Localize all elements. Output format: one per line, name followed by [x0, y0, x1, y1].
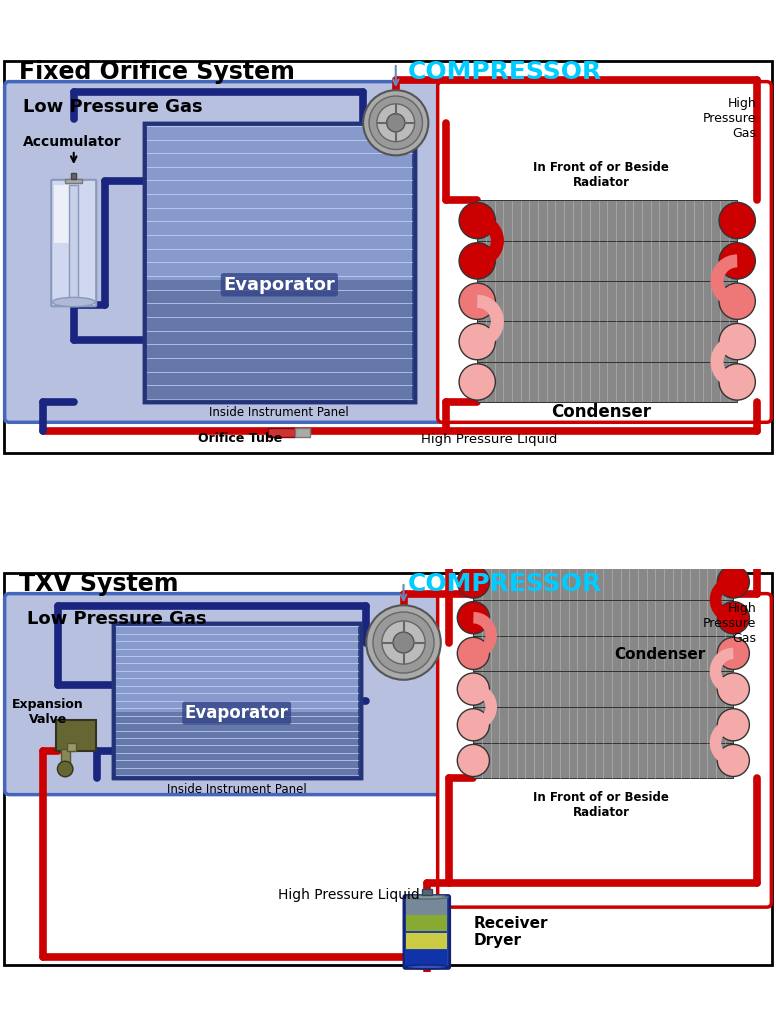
- Text: Inside Instrument Panel: Inside Instrument Panel: [167, 783, 307, 797]
- Circle shape: [717, 709, 750, 740]
- FancyBboxPatch shape: [438, 82, 771, 422]
- Ellipse shape: [406, 965, 449, 969]
- Circle shape: [393, 632, 414, 653]
- Bar: [407, 950, 447, 966]
- Bar: [144, 123, 415, 402]
- Text: Inside Instrument Panel: Inside Instrument Panel: [210, 406, 349, 419]
- Circle shape: [719, 364, 755, 400]
- Bar: [477, 361, 737, 402]
- Text: Condenser: Condenser: [614, 647, 705, 662]
- FancyBboxPatch shape: [5, 82, 447, 422]
- Bar: [477, 322, 737, 361]
- Circle shape: [459, 364, 495, 400]
- Text: High Pressure Liquid: High Pressure Liquid: [279, 888, 420, 902]
- Bar: [407, 915, 447, 931]
- Circle shape: [386, 114, 405, 132]
- Bar: [421, 889, 432, 895]
- Circle shape: [457, 673, 490, 706]
- Bar: [113, 624, 361, 778]
- Circle shape: [717, 744, 750, 776]
- Circle shape: [719, 283, 755, 319]
- Circle shape: [717, 673, 750, 706]
- FancyBboxPatch shape: [51, 180, 96, 306]
- Circle shape: [382, 621, 425, 665]
- Text: In Front of or Beside
Radiator: In Front of or Beside Radiator: [533, 792, 670, 819]
- FancyBboxPatch shape: [438, 594, 771, 907]
- Circle shape: [457, 566, 490, 598]
- Circle shape: [57, 761, 73, 777]
- Bar: [61, 749, 70, 763]
- Circle shape: [366, 605, 441, 680]
- Bar: [67, 743, 76, 752]
- Circle shape: [717, 602, 750, 634]
- Bar: [268, 428, 295, 437]
- Bar: [473, 742, 733, 778]
- Circle shape: [717, 637, 750, 670]
- Circle shape: [719, 324, 755, 359]
- Text: COMPRESSOR: COMPRESSOR: [407, 572, 601, 596]
- Circle shape: [459, 203, 495, 239]
- Text: High Pressure Liquid: High Pressure Liquid: [421, 433, 557, 445]
- Bar: [116, 712, 358, 775]
- Text: Low Pressure Gas: Low Pressure Gas: [23, 98, 203, 117]
- Text: Fixed Orifice System: Fixed Orifice System: [19, 60, 296, 84]
- Circle shape: [459, 243, 495, 280]
- Circle shape: [457, 637, 490, 670]
- Bar: [116, 627, 358, 712]
- Text: In Front of or Beside
Radiator: In Front of or Beside Radiator: [533, 161, 670, 188]
- Circle shape: [369, 96, 422, 150]
- Bar: [477, 201, 737, 241]
- Text: Evaporator: Evaporator: [223, 275, 335, 294]
- Text: Accumulator: Accumulator: [23, 135, 122, 150]
- Bar: [147, 280, 412, 399]
- Circle shape: [377, 103, 414, 141]
- Text: Evaporator: Evaporator: [185, 705, 289, 722]
- Bar: [473, 672, 733, 707]
- Circle shape: [457, 709, 490, 740]
- Ellipse shape: [52, 297, 95, 306]
- Bar: [295, 428, 310, 437]
- Bar: [113, 624, 361, 778]
- Circle shape: [373, 612, 434, 673]
- Text: Low Pressure Gas: Low Pressure Gas: [27, 610, 206, 629]
- FancyBboxPatch shape: [404, 896, 450, 969]
- FancyBboxPatch shape: [5, 594, 447, 795]
- Bar: [407, 898, 447, 914]
- Text: Condenser: Condenser: [552, 403, 651, 421]
- Text: Receiver
Dryer: Receiver Dryer: [473, 915, 548, 948]
- Bar: [473, 600, 733, 636]
- Bar: [54, 185, 69, 243]
- Bar: [473, 636, 733, 672]
- Circle shape: [719, 243, 755, 280]
- Bar: [70, 185, 78, 301]
- Circle shape: [717, 566, 750, 598]
- Bar: [144, 123, 415, 402]
- Bar: [71, 173, 76, 179]
- Bar: [477, 241, 737, 281]
- Circle shape: [363, 90, 428, 156]
- Circle shape: [719, 203, 755, 239]
- Circle shape: [457, 602, 490, 634]
- Bar: [147, 126, 412, 280]
- Bar: [56, 720, 96, 752]
- Circle shape: [457, 744, 490, 776]
- Text: COMPRESSOR: COMPRESSOR: [407, 60, 601, 84]
- Bar: [473, 707, 733, 742]
- Bar: [477, 281, 737, 322]
- Bar: [473, 564, 733, 600]
- Text: Orifice Tube: Orifice Tube: [199, 432, 282, 445]
- Text: TXV System: TXV System: [19, 572, 179, 596]
- Circle shape: [459, 324, 495, 359]
- Circle shape: [459, 283, 495, 319]
- Text: Expansion
Valve: Expansion Valve: [12, 698, 84, 726]
- Text: High
Pressure
Gas: High Pressure Gas: [703, 97, 757, 140]
- Text: High
Pressure
Gas: High Pressure Gas: [703, 602, 757, 645]
- Bar: [407, 933, 447, 948]
- Bar: [65, 178, 82, 183]
- Ellipse shape: [406, 895, 449, 899]
